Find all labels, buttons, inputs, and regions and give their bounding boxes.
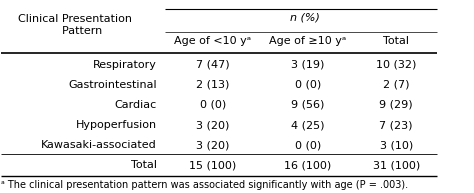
- Text: 3 (20): 3 (20): [196, 120, 229, 130]
- Text: Gastrointestinal: Gastrointestinal: [68, 80, 157, 90]
- Text: Kawasaki-associated: Kawasaki-associated: [41, 140, 157, 150]
- Text: 7 (23): 7 (23): [379, 120, 413, 130]
- Text: n (%): n (%): [290, 12, 319, 22]
- Text: 7 (47): 7 (47): [196, 60, 229, 70]
- Text: Hypoperfusion: Hypoperfusion: [75, 120, 157, 130]
- Text: 3 (20): 3 (20): [196, 140, 229, 150]
- Text: Age of <10 yᵃ: Age of <10 yᵃ: [174, 36, 251, 46]
- Text: Respiratory: Respiratory: [93, 60, 157, 70]
- Text: 2 (7): 2 (7): [383, 80, 410, 90]
- Text: 31 (100): 31 (100): [373, 160, 420, 170]
- Text: 4 (25): 4 (25): [291, 120, 325, 130]
- Text: Clinical Presentation
    Pattern: Clinical Presentation Pattern: [18, 14, 132, 36]
- Text: Cardiac: Cardiac: [114, 100, 157, 110]
- Text: 9 (56): 9 (56): [291, 100, 324, 110]
- Text: 0 (0): 0 (0): [200, 100, 226, 110]
- Text: Age of ≥10 yᵃ: Age of ≥10 yᵃ: [269, 36, 346, 46]
- Text: Total: Total: [131, 160, 157, 170]
- Text: 3 (10): 3 (10): [380, 140, 413, 150]
- Text: 15 (100): 15 (100): [189, 160, 237, 170]
- Text: 9 (29): 9 (29): [379, 100, 413, 110]
- Text: Total: Total: [383, 36, 409, 46]
- Text: 0 (0): 0 (0): [295, 80, 321, 90]
- Text: 10 (32): 10 (32): [376, 60, 416, 70]
- Text: 0 (0): 0 (0): [295, 140, 321, 150]
- Text: 3 (19): 3 (19): [291, 60, 324, 70]
- Text: 16 (100): 16 (100): [284, 160, 331, 170]
- Text: 2 (13): 2 (13): [196, 80, 229, 90]
- Text: ᵃ The clinical presentation pattern was associated significantly with age (P = .: ᵃ The clinical presentation pattern was …: [1, 180, 409, 190]
